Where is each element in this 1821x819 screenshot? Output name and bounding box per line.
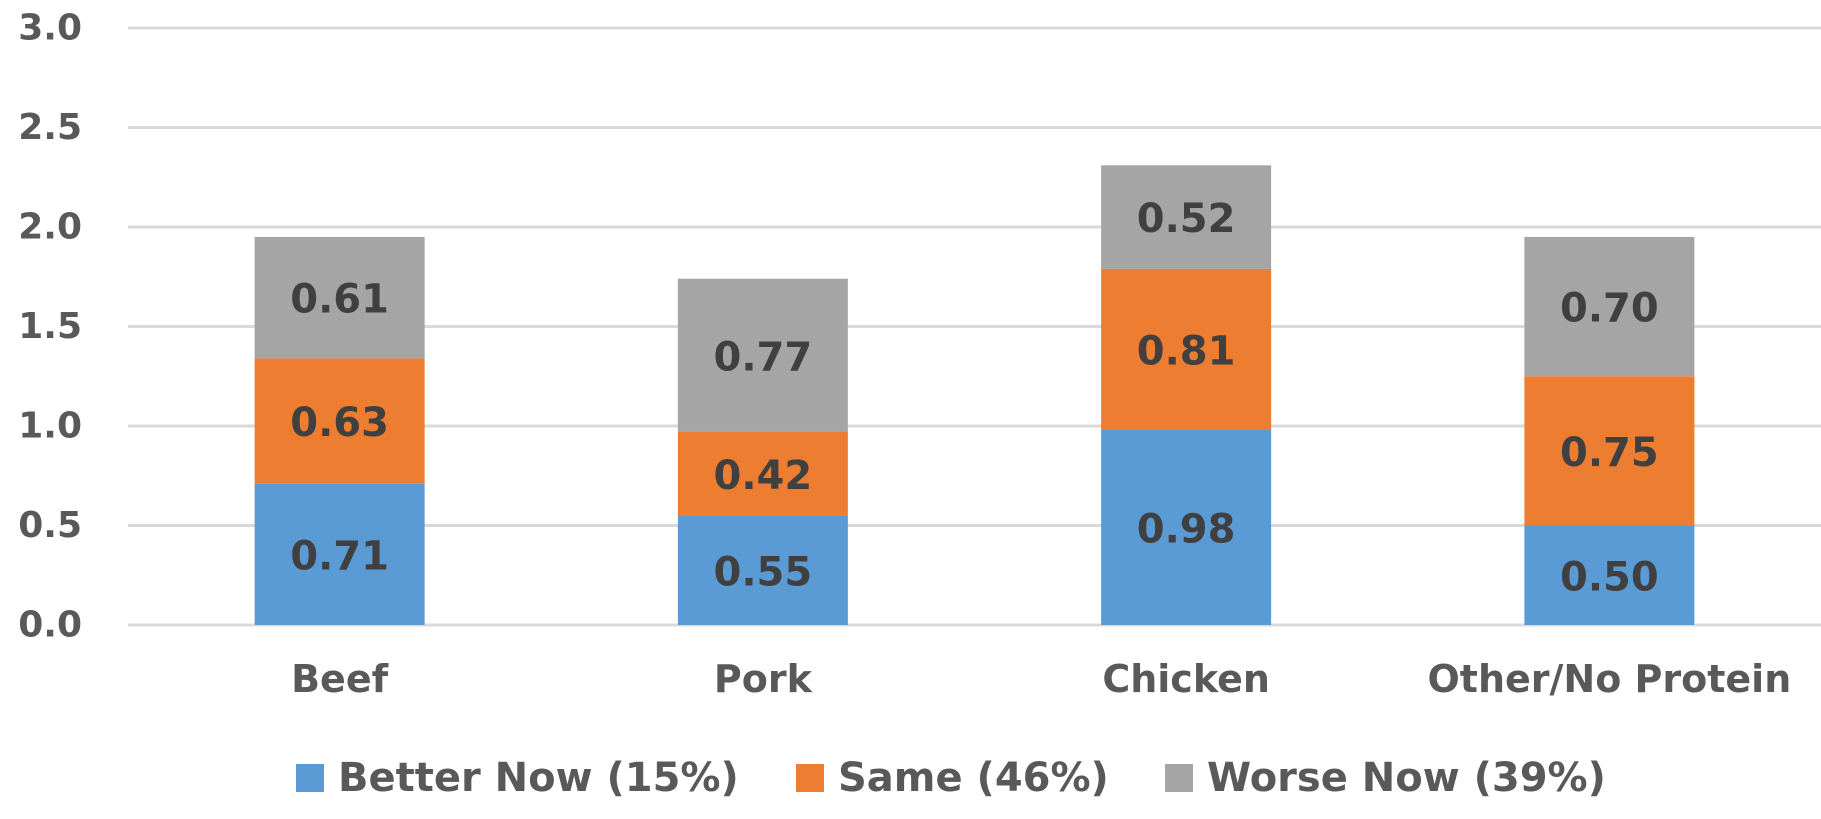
bar-segment [254,236,425,359]
bar-segment [254,358,425,484]
bar-segment [677,515,848,625]
legend-label: Better Now (15%) [338,755,739,801]
bars [254,165,1695,625]
legend-label: Worse Now (39%) [1207,755,1606,801]
category-label: Pork [714,657,813,701]
bar-segment [1101,429,1272,625]
y-tick-label: 1.0 [18,406,82,447]
bar-segment [1101,165,1272,269]
category-label: Chicken [1102,657,1270,701]
data-label: 0.61 [290,277,389,323]
data-labels: 0.71 0.63 0.61 0.55 0.42 0.77 0.98 0.81 0.52 0.50… [290,196,1658,600]
data-label: 0.55 [714,549,813,595]
bar-segment [1101,268,1272,430]
data-label: 0.98 [1137,506,1236,552]
category-label: Other/No Protein [1427,657,1791,701]
data-label: 0.77 [714,334,813,380]
data-label: 0.50 [1560,554,1659,600]
bar-segment [1524,376,1695,526]
y-tick-label: 0.5 [18,505,82,546]
y-tick-label: 2.0 [18,207,82,248]
y-tick-label: 3.0 [18,8,82,49]
data-label: 0.52 [1137,196,1236,242]
y-tick-label: 0.0 [18,605,82,646]
y-tick-label: 2.5 [18,107,82,148]
data-label: 0.81 [1137,328,1236,374]
bar-segment [677,431,848,516]
legend-swatch [1165,764,1193,792]
bar-segment [1524,525,1695,625]
x-axis: Beef Pork Chicken Other/No Protein [291,657,1791,701]
legend: Better Now (15%) Same (46%) Worse Now (39%… [296,755,1606,801]
y-tick-label: 1.5 [18,306,82,347]
data-label: 0.63 [290,400,389,446]
legend-label: Same (46%) [838,755,1109,801]
data-label: 0.75 [1560,430,1659,476]
data-label: 0.42 [714,453,813,499]
bar-segment [254,483,425,625]
legend-swatch [296,764,324,792]
data-label: 0.70 [1560,286,1659,332]
bar-segment [1524,236,1695,377]
y-axis: 0.0 0.5 1.0 1.5 2.0 2.5 3.0 [18,8,82,646]
category-label: Beef [291,657,389,701]
data-label: 0.71 [290,533,389,579]
legend-swatch [796,764,824,792]
bar-segment [677,278,848,432]
